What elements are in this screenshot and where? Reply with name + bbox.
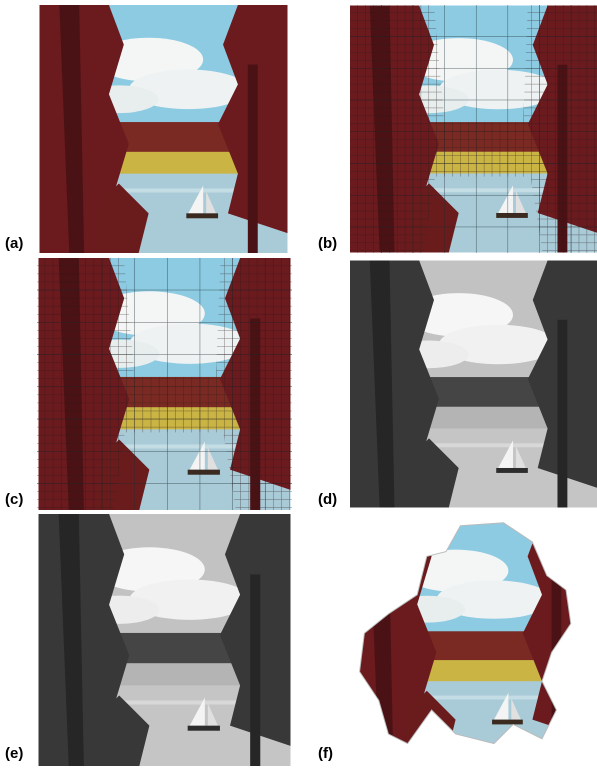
image-f xyxy=(350,518,590,758)
panel-label: (e) xyxy=(5,745,23,762)
panel-label: (c) xyxy=(5,491,23,508)
panel-label: (a) xyxy=(5,235,23,252)
panel-label: (f) xyxy=(318,745,333,762)
panel-label: (b) xyxy=(318,235,337,252)
image-a xyxy=(40,5,288,253)
figure xyxy=(0,0,597,768)
panel-label: (d) xyxy=(318,491,337,508)
image-e xyxy=(39,514,291,766)
figure-page: (a) (b) (c) (d) (e) (f) (() => { const d… xyxy=(0,0,597,768)
image-d xyxy=(350,261,597,508)
image-c xyxy=(37,258,292,510)
image-b xyxy=(350,5,597,253)
